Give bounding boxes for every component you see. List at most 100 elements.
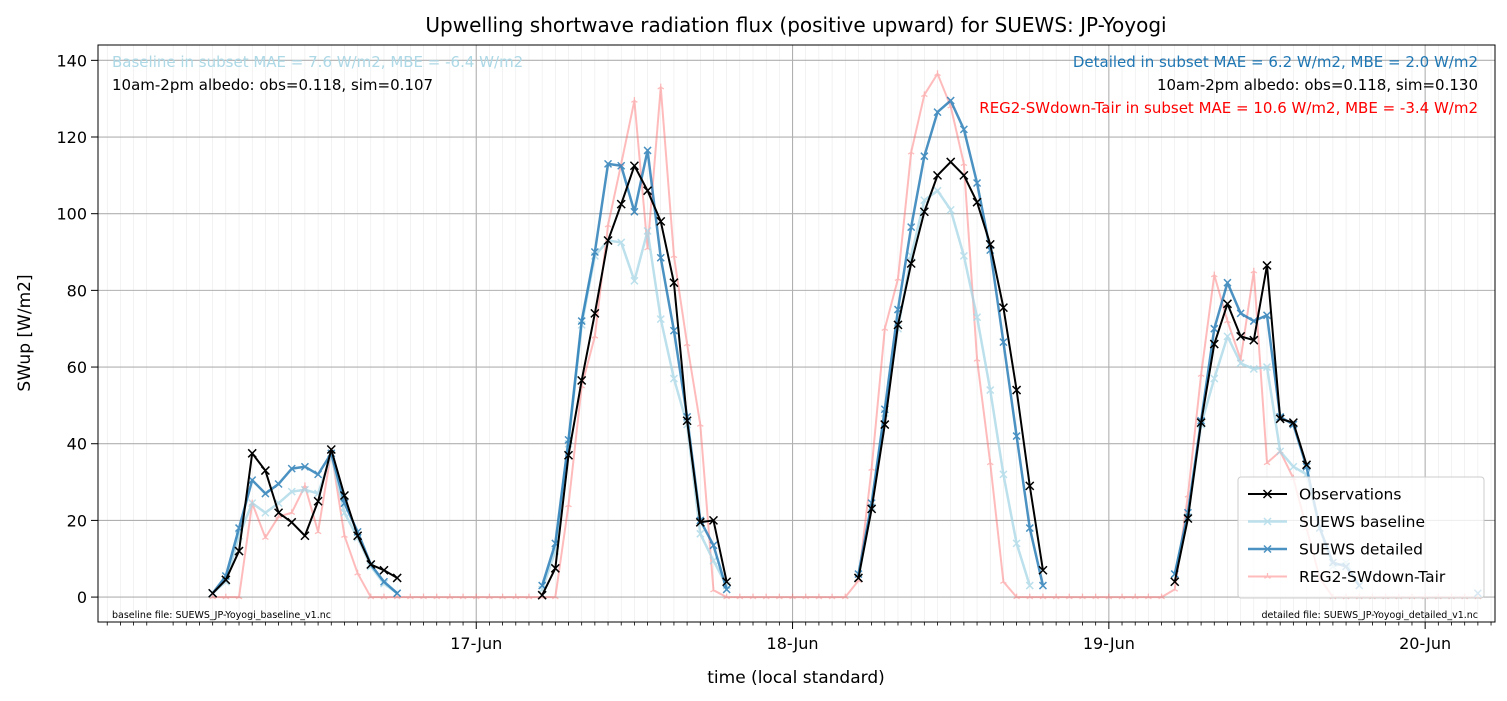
reg2-swdown-tair-point (710, 586, 717, 593)
reg2-swdown-tair-point (881, 325, 889, 332)
reg2-swdown-tair-point (1105, 593, 1113, 600)
reg2-swdown-tair-point (551, 593, 559, 600)
observations-point (392, 573, 402, 583)
reg2-swdown-tair-point (1026, 593, 1034, 600)
suews-detailed-point (314, 470, 323, 479)
observations-point (260, 466, 270, 476)
observations-point (708, 515, 719, 525)
suews-detailed-point (379, 577, 389, 586)
reg2-swdown-tair-point (828, 593, 836, 600)
observations-point (287, 517, 297, 527)
reg2-swdown-tair-point (512, 593, 520, 600)
reg2-swdown-tair-point (604, 221, 612, 228)
observations-point (300, 531, 310, 541)
y-tick-label: 80 (67, 281, 87, 300)
y-tick-label: 40 (67, 435, 87, 454)
observations-point (221, 575, 231, 585)
suews-detailed-point (907, 223, 916, 232)
suews-detailed-point (973, 178, 982, 188)
observations-point (379, 565, 389, 575)
suews-baseline-point (643, 226, 652, 235)
suews-detailed-point (630, 207, 639, 216)
observations-point (234, 546, 244, 556)
x-tick-label: 20-Jun (1399, 634, 1451, 653)
y-tick-label: 140 (56, 51, 87, 70)
legend-box (1237, 476, 1485, 599)
y-axis-label: SWup [W/m2] (15, 274, 35, 391)
suews-baseline-point (986, 386, 995, 395)
y-tick-label: 60 (67, 358, 87, 377)
suews-detailed-point (722, 585, 731, 594)
y-tick-label: 120 (56, 128, 87, 147)
observations-point (998, 303, 1008, 313)
reg2-swdown-tair-point (1092, 593, 1100, 600)
legend-entry-suews-baseline (1248, 517, 1287, 526)
suews-detailed-point (393, 589, 402, 598)
suews-baseline-point (1276, 447, 1285, 456)
plot-frame (97, 44, 1496, 623)
observations-point (313, 496, 323, 506)
axes: 17-Jun 18-Jun 19-Jun 20-Jun 0 20 40 60 80 100 120 1… (56, 51, 1492, 653)
observations-point (1012, 385, 1022, 395)
observations-point (247, 448, 257, 458)
observations-point (208, 588, 218, 598)
suews-baseline-point (617, 238, 626, 247)
observations-point (537, 590, 547, 600)
suews-detailed-point (287, 464, 296, 473)
reg2-swdown-tair-point (499, 593, 506, 600)
reg2-swdown-tair-point (1250, 267, 1258, 274)
reg2-swdown-tair-point (262, 534, 269, 540)
reg2-swdown-tair-point (762, 593, 770, 600)
suews-detailed-point (1210, 324, 1219, 333)
suews-baseline-point (946, 205, 955, 214)
observations-point (339, 490, 349, 501)
reg2-swdown-tair-point (657, 83, 665, 90)
observations-point (959, 170, 969, 180)
suews-baseline-point (287, 487, 296, 496)
reg2-swdown-tair-point (288, 509, 296, 516)
suews-detailed-point (959, 125, 968, 134)
suews-detailed-point (1025, 524, 1034, 533)
observations-point (669, 278, 679, 288)
suews-detailed-point (604, 159, 613, 168)
legend-marker (1264, 573, 1271, 579)
reg2-swdown-tair-point (1224, 317, 1231, 324)
observations-point (1025, 481, 1035, 491)
reg2-swdown-tair-point (380, 593, 388, 600)
observations-point (972, 197, 982, 207)
suews-baseline-point (656, 315, 665, 324)
reg2-swdown-tair-point (960, 160, 968, 167)
reg2-swdown-tair-point (894, 275, 902, 282)
legend-label: REG2-SWdown-Tair (1299, 568, 1446, 586)
x-tick-label: 18-Jun (767, 634, 819, 653)
observations-point (353, 531, 363, 541)
suews-baseline-point (630, 276, 639, 285)
observations-point (932, 170, 943, 180)
suews-baseline-point (379, 579, 389, 588)
reg2-swdown-tair-point (986, 459, 994, 466)
reg2-swdown-tair-point (749, 593, 757, 600)
y-tick-label: 0 (77, 588, 87, 607)
legend-marker (1262, 489, 1273, 499)
observations-point (590, 308, 600, 318)
observations-point (919, 207, 929, 217)
reg2-swdown-tair-point (670, 252, 678, 259)
observations-point (906, 259, 916, 269)
suews-detailed-point (920, 152, 929, 161)
suews-detailed-point (1302, 462, 1311, 471)
reg2-swdown-tair-point (1210, 271, 1218, 278)
suews-detailed-point (1236, 309, 1245, 318)
observations-point (867, 504, 877, 514)
legend-entry-reg2-swdown-tair (1248, 573, 1287, 579)
observations-point (1236, 331, 1246, 341)
baseline-file-annotation: baseline file: SUEWS_JP-Yoyogi_baseline_… (112, 610, 331, 621)
suews-detailed-point (1223, 278, 1232, 287)
reg2-swdown-tair-point (723, 593, 731, 600)
observations-point (985, 239, 995, 249)
suews-detailed-point (643, 146, 652, 155)
suews-baseline-point (1012, 539, 1021, 548)
reg2-swdown-tair-point (973, 355, 981, 362)
reg2-swdown-tair-point (565, 501, 572, 508)
suews-detailed-point (538, 581, 547, 590)
reg2-swdown-tair-point (1263, 459, 1271, 466)
